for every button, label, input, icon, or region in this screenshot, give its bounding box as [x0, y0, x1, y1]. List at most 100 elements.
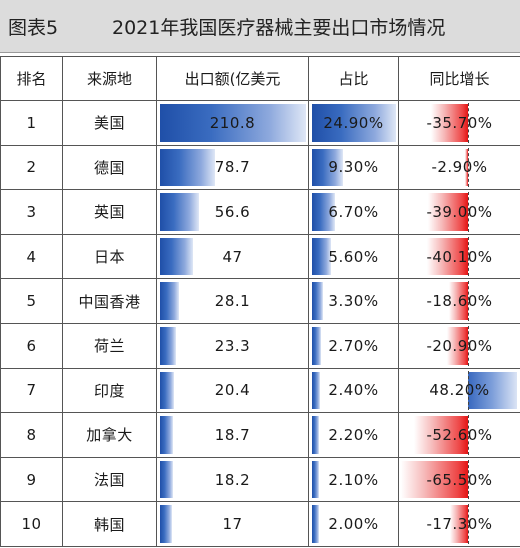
share-cell: 2.40% — [308, 367, 399, 414]
column-header-share: 占比 — [308, 56, 399, 101]
rank-cell-text: 10 — [21, 515, 42, 534]
growth-zero-axis — [467, 192, 469, 232]
share-cell: 2.70% — [308, 322, 399, 369]
share-bar — [312, 282, 324, 320]
value-bar — [160, 104, 306, 142]
growth-negative-bar — [426, 237, 468, 276]
growth-cell: -65.50% — [398, 456, 520, 503]
rank-cell: 7 — [0, 367, 63, 414]
growth-cell-text: 48.20% — [429, 381, 490, 400]
value-cell: 78.7 — [156, 144, 309, 191]
growth-cell-text: -20.90% — [426, 336, 493, 355]
growth-zero-axis — [467, 504, 469, 544]
value-cell: 210.8 — [156, 100, 309, 146]
rank-cell: 1 — [0, 100, 63, 146]
rank-cell-text: 8 — [26, 425, 37, 444]
table-row: 3 英国 56.6 6.70% -39.00% — [0, 189, 520, 235]
source-cell-text: 韩国 — [93, 515, 125, 534]
value-cell-text: 28.1 — [214, 292, 251, 311]
table-body: 1 美国 210.8 24.90% -35.70% 2 德国 78.7 9.30% -2.90% 3… — [0, 100, 520, 547]
growth-cell: -20.90% — [398, 322, 520, 369]
growth-cell: 48.20% — [398, 367, 520, 414]
table-row: 10 韩国 17 2.00% -17.30% — [0, 501, 520, 547]
value-cell-text: 18.2 — [214, 470, 251, 489]
share-cell-text: 24.90% — [323, 113, 384, 132]
figure-number: 图表5 — [8, 16, 59, 39]
growth-cell-text: -39.00% — [426, 202, 493, 221]
growth-cell: -2.90% — [398, 144, 520, 191]
source-cell: 美国 — [62, 100, 157, 146]
source-cell: 法国 — [62, 456, 157, 503]
growth-cell: -17.30% — [398, 501, 520, 547]
share-cell: 2.20% — [308, 412, 399, 458]
column-header-source: 来源地 — [62, 56, 157, 101]
share-bar — [312, 326, 322, 365]
rank-cell-text: 9 — [26, 470, 37, 489]
share-bar — [312, 148, 344, 187]
source-cell: 日本 — [62, 233, 157, 280]
growth-negative-bar — [448, 282, 468, 320]
share-cell-text: 2.10% — [328, 470, 379, 489]
value-bar — [160, 282, 180, 320]
rank-cell: 3 — [0, 189, 63, 235]
table-row: 5 中国香港 28.1 3.30% -18.60% — [0, 278, 520, 324]
rank-cell: 5 — [0, 278, 63, 324]
source-cell-text: 法国 — [93, 471, 125, 490]
growth-cell-text: -52.60% — [426, 425, 493, 444]
share-bar — [312, 416, 320, 454]
source-cell-text: 德国 — [93, 158, 125, 177]
value-bar — [160, 505, 172, 543]
growth-cell: -52.60% — [398, 412, 520, 458]
share-cell: 2.10% — [308, 456, 399, 503]
source-cell: 加拿大 — [62, 412, 157, 458]
rank-cell-text: 7 — [26, 381, 37, 400]
share-cell-text: 2.70% — [328, 336, 379, 355]
value-cell-text: 56.6 — [214, 202, 251, 221]
share-bar — [312, 371, 321, 410]
share-bar — [312, 460, 320, 499]
share-cell: 2.00% — [308, 501, 399, 547]
value-cell: 18.7 — [156, 412, 309, 458]
value-cell: 18.2 — [156, 456, 309, 503]
rank-cell-text: 6 — [26, 336, 37, 355]
growth-cell: -18.60% — [398, 278, 520, 324]
growth-negative-bar — [464, 148, 468, 187]
growth-cell-text: -40.10% — [426, 247, 493, 266]
column-header-growth: 同比增长 — [398, 56, 520, 101]
source-cell-text: 美国 — [93, 114, 125, 133]
share-cell: 9.30% — [308, 144, 399, 191]
growth-negative-bar — [401, 460, 468, 499]
growth-negative-bar — [431, 104, 468, 142]
share-bar — [312, 193, 335, 231]
table-row: 4 日本 47 5.60% -40.10% — [0, 233, 520, 280]
source-cell: 中国香港 — [62, 278, 157, 324]
growth-zero-axis — [467, 370, 469, 411]
value-bar — [160, 460, 173, 499]
value-cell: 17 — [156, 501, 309, 547]
table-row: 1 美国 210.8 24.90% -35.70% — [0, 100, 520, 146]
value-cell-text: 47 — [222, 247, 243, 266]
share-cell-text: 5.60% — [328, 247, 379, 266]
title-bar: 图表5 2021年我国医疗器械主要出口市场情况 — [0, 0, 520, 53]
chart-title: 2021年我国医疗器械主要出口市场情况 — [112, 16, 446, 39]
growth-cell: -39.00% — [398, 189, 520, 235]
table-row: 8 加拿大 18.7 2.20% -52.60% — [0, 412, 520, 458]
share-cell-text: 2.00% — [328, 515, 379, 534]
source-cell-text: 日本 — [93, 248, 125, 267]
growth-negative-bar — [428, 193, 468, 231]
table-row: 6 荷兰 23.3 2.70% -20.90% — [0, 322, 520, 369]
source-cell: 韩国 — [62, 501, 157, 547]
source-cell-text: 印度 — [93, 381, 125, 400]
value-cell-text: 17 — [222, 515, 243, 534]
rank-cell-text: 1 — [26, 113, 37, 132]
share-bar — [312, 505, 319, 543]
value-cell-text: 78.7 — [214, 158, 251, 177]
source-cell: 英国 — [62, 189, 157, 235]
source-cell-text: 加拿大 — [86, 426, 133, 445]
source-cell-text: 荷兰 — [93, 337, 125, 356]
growth-positive-bar — [467, 371, 517, 410]
growth-cell: -35.70% — [398, 100, 520, 146]
source-cell-text: 中国香港 — [78, 292, 141, 311]
growth-cell-text: -2.90% — [431, 158, 488, 177]
growth-cell: -40.10% — [398, 233, 520, 280]
